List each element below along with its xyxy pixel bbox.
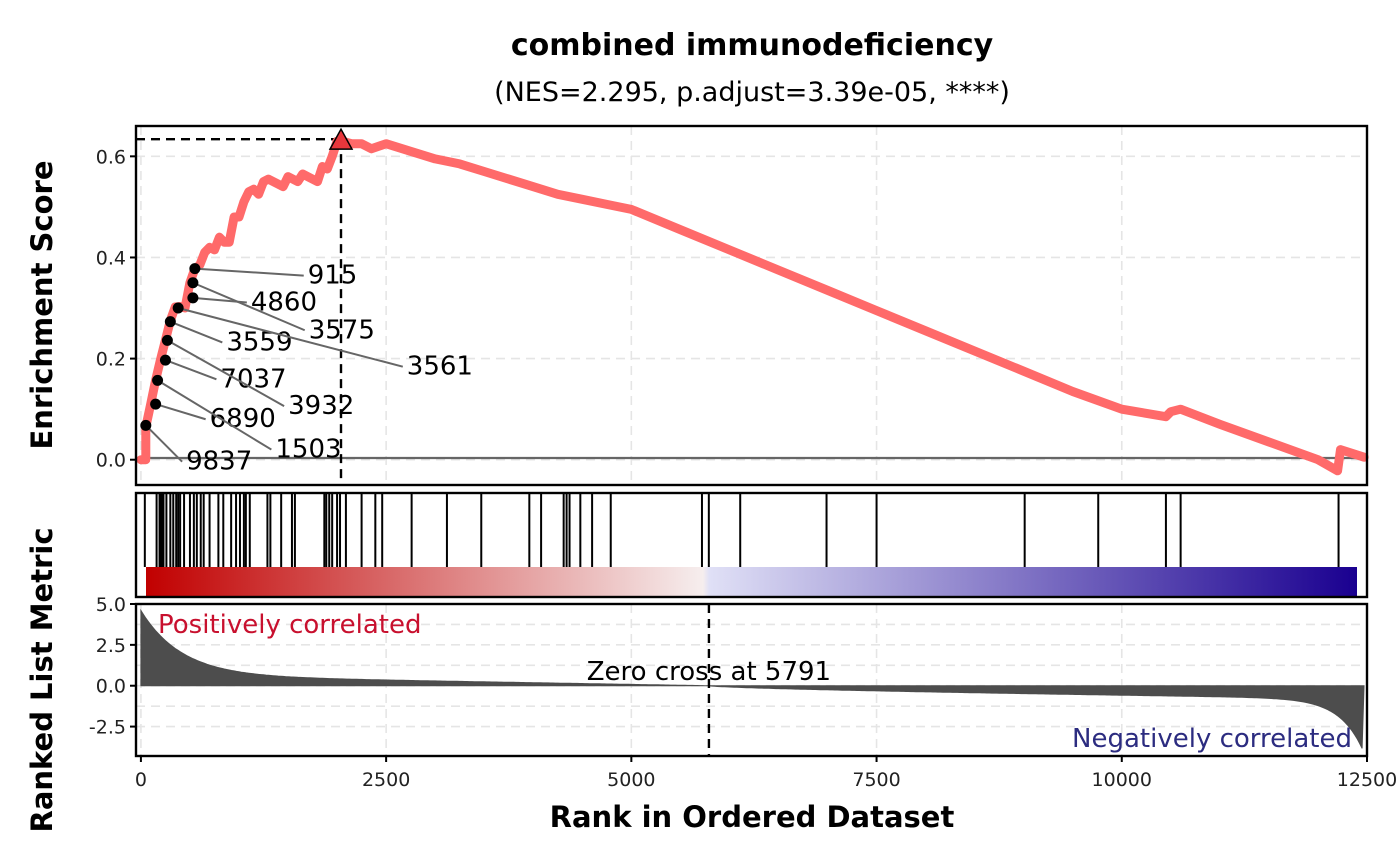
- hit-lines: [143, 493, 1340, 567]
- gene-label: 1503: [275, 435, 341, 465]
- gene-label: 4860: [251, 287, 317, 317]
- zero-cross-label: Zero cross at 5791: [587, 657, 831, 687]
- gene-label: 3932: [288, 391, 354, 421]
- ranked-metric-area: [140, 608, 1365, 749]
- gene-point: [159, 354, 171, 366]
- chart-subtitle: (NES=2.295, p.adjust=3.39e-05, ****): [494, 77, 1010, 108]
- gene-point: [140, 419, 152, 431]
- es-y-tick-label: 0.2: [96, 349, 126, 371]
- es-y-tick-label: 0.0: [96, 450, 126, 472]
- y-axis-title-es: Enrichment Score: [25, 161, 59, 450]
- y-axis-title-rank: Ranked List Metric: [25, 527, 59, 832]
- rank-frame: [134, 602, 1369, 758]
- gene-label-leader: [192, 281, 306, 332]
- rank-y-ticks: 5.0 2.5 0.0 -2.5: [89, 594, 136, 739]
- rank-gradient-bar: [146, 567, 1357, 597]
- chart-title: combined immunodeficiency: [511, 28, 994, 63]
- gene-point: [150, 398, 162, 410]
- gene-label: 6890: [210, 404, 276, 434]
- gene-label-leader: [177, 307, 404, 368]
- es-y-ticks: 0.0 0.2 0.4 0.6: [96, 146, 136, 472]
- gene-point: [189, 263, 201, 275]
- gene-label-leader: [145, 424, 183, 463]
- gene-point: [152, 374, 164, 386]
- gene-label-leader: [166, 339, 285, 407]
- hits-panel: [134, 491, 1369, 599]
- peak-guide-lines: [136, 137, 343, 485]
- positive-label: Positively correlated: [158, 610, 422, 640]
- gene-label: 3575: [309, 315, 375, 345]
- es-y-tick-label: 0.4: [96, 247, 126, 269]
- hits-frame: [134, 491, 1369, 599]
- gene-label: 3559: [226, 327, 292, 357]
- gene-point: [164, 316, 176, 328]
- x-tick-label: 12500: [1337, 769, 1397, 791]
- x-tick-label: 10000: [1092, 769, 1152, 791]
- es-line: [136, 136, 1369, 476]
- gene-point: [187, 277, 199, 289]
- gene-label: 915: [308, 261, 358, 291]
- x-tick-label: 5000: [607, 769, 655, 791]
- rank-y-tick-label: 0.0: [96, 676, 126, 698]
- x-ticks: 0 2500 5000 7500 10000 12500: [135, 756, 1397, 791]
- gene-label: 3561: [407, 352, 473, 382]
- x-tick-label: 2500: [362, 769, 410, 791]
- es-panel: 983768901503703739323559356148603575915 …: [96, 124, 1369, 487]
- es-y-tick-label: 0.6: [96, 146, 126, 168]
- rank-y-tick-label: 2.5: [96, 635, 126, 657]
- rank-y-tick-label: -2.5: [89, 717, 126, 739]
- es-frame: [134, 124, 1369, 487]
- peak-marker: [328, 127, 354, 150]
- gene-point: [187, 292, 199, 304]
- gene-label-leader: [157, 379, 272, 451]
- x-tick-label: 7500: [852, 769, 900, 791]
- x-axis-title: Rank in Ordered Dataset: [550, 800, 955, 834]
- gene-label: 9837: [186, 447, 252, 477]
- negative-label: Negatively correlated: [1072, 724, 1352, 754]
- rank-panel: Zero cross at 5791 Positively correlated…: [89, 594, 1369, 758]
- gene-label-leader: [194, 267, 304, 277]
- gene-point: [161, 334, 173, 346]
- x-tick-label: 0: [135, 769, 147, 791]
- gene-point: [172, 302, 184, 314]
- gene-label-leader: [169, 320, 223, 344]
- rank-y-tick-label: 5.0: [96, 594, 126, 616]
- gene-label-leader: [155, 403, 206, 421]
- gene-label-leader: [165, 359, 217, 381]
